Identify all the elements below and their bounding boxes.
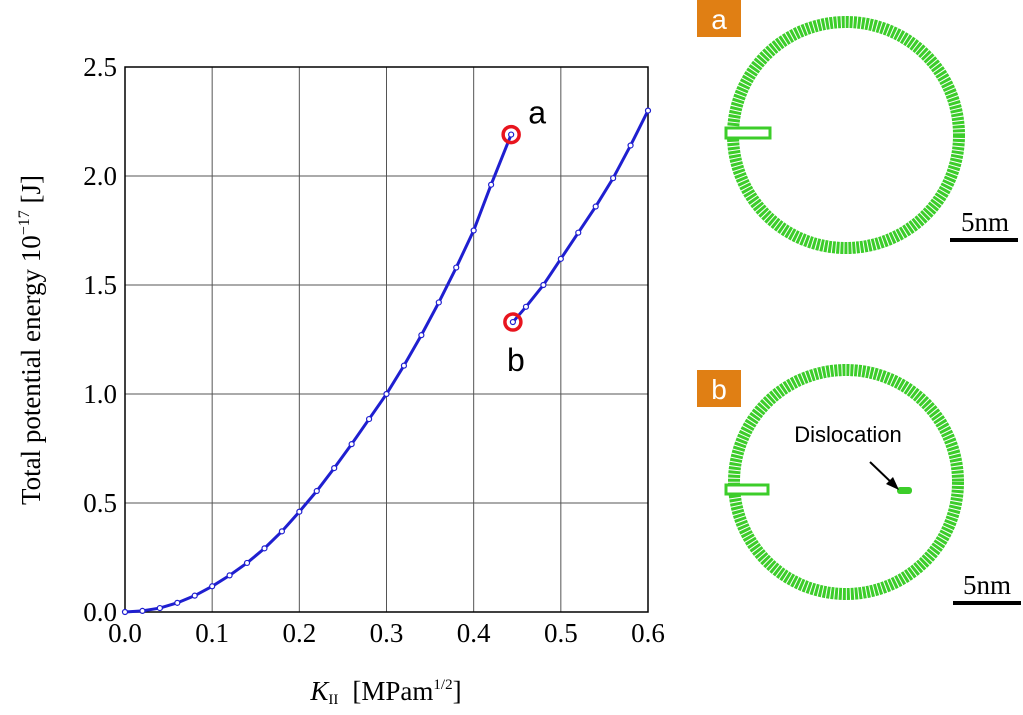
- notch: [726, 485, 768, 494]
- data-point: [245, 560, 250, 565]
- data-point: [349, 442, 354, 447]
- inset-label: a: [711, 4, 727, 35]
- data-point: [262, 546, 267, 551]
- y-label-unit: [J]: [16, 175, 46, 210]
- annotation-label: a: [528, 95, 546, 131]
- data-point: [509, 132, 514, 137]
- y-label-sup: −17: [16, 210, 33, 235]
- data-point: [436, 300, 441, 305]
- x-tick-label: 0.1: [195, 618, 229, 648]
- inset-b: b Dislocation 5nm: [697, 370, 1021, 605]
- y-axis-label: Total potential energy 10−17 [J]: [16, 175, 46, 505]
- data-point: [384, 392, 389, 397]
- scale-bar: [950, 238, 1018, 242]
- data-point: [297, 509, 302, 514]
- data-point: [471, 228, 476, 233]
- x-label-unit: [MPam: [352, 676, 433, 706]
- x-tick-label: 0.3: [370, 618, 404, 648]
- data-point: [140, 608, 145, 613]
- data-point: [401, 363, 406, 368]
- x-label-end: ]: [453, 676, 462, 706]
- data-point: [628, 143, 633, 148]
- series-line: [513, 111, 648, 322]
- figure: 0.00.10.20.30.40.50.60.00.51.01.52.02.5a…: [0, 0, 1023, 715]
- scale-bar: [953, 601, 1021, 605]
- x-tick-label: 0.4: [457, 618, 491, 648]
- data-point: [419, 333, 424, 338]
- data-point: [454, 265, 459, 270]
- data-point: [175, 600, 180, 605]
- data-point: [314, 489, 319, 494]
- data-point: [489, 182, 494, 187]
- x-tick-label: 0.5: [544, 618, 578, 648]
- data-point: [510, 320, 515, 325]
- y-tick-label: 1.5: [83, 270, 117, 300]
- x-tick-label: 0.6: [631, 618, 665, 648]
- dislocation-label: Dislocation: [794, 422, 902, 447]
- data-point: [192, 593, 197, 598]
- x-label-symbol: K: [309, 676, 330, 706]
- y-tick-label: 2.5: [83, 52, 117, 82]
- x-label-sub: II: [328, 692, 338, 708]
- series-line: [125, 135, 511, 612]
- inset-a: a 5nm: [697, 0, 1018, 248]
- data-point: [227, 573, 232, 578]
- data-point: [332, 466, 337, 471]
- data-point: [123, 610, 128, 615]
- x-label-sup: 1/2: [433, 677, 452, 693]
- y-tick-label: 0.0: [83, 597, 117, 627]
- data-point: [157, 606, 162, 611]
- data-point: [541, 283, 546, 288]
- y-label-text: Total potential energy 10: [16, 235, 46, 505]
- x-tick-label: 0.2: [282, 618, 316, 648]
- scale-label: 5nm: [961, 207, 1009, 237]
- scale-label: 5nm: [963, 570, 1011, 600]
- data-point: [558, 256, 563, 261]
- x-axis-label: KII [MPam1/2]: [309, 676, 461, 708]
- inset-label: b: [711, 374, 727, 405]
- y-tick-label: 0.5: [83, 488, 117, 518]
- data-point: [367, 417, 372, 422]
- data-point: [279, 529, 284, 534]
- data-point: [523, 304, 528, 309]
- data-point: [611, 176, 616, 181]
- y-tick-label: 1.0: [83, 379, 117, 409]
- data-point: [646, 108, 651, 113]
- page: 0.00.10.20.30.40.50.60.00.51.01.52.02.5a…: [0, 0, 1023, 715]
- dislocation-core: [897, 487, 912, 494]
- y-tick-label: 2.0: [83, 161, 117, 191]
- notch: [726, 128, 770, 138]
- data-point: [593, 204, 598, 209]
- ring: [734, 370, 958, 594]
- data-point: [210, 584, 215, 589]
- annotation-label: b: [507, 342, 525, 378]
- data-point: [576, 230, 581, 235]
